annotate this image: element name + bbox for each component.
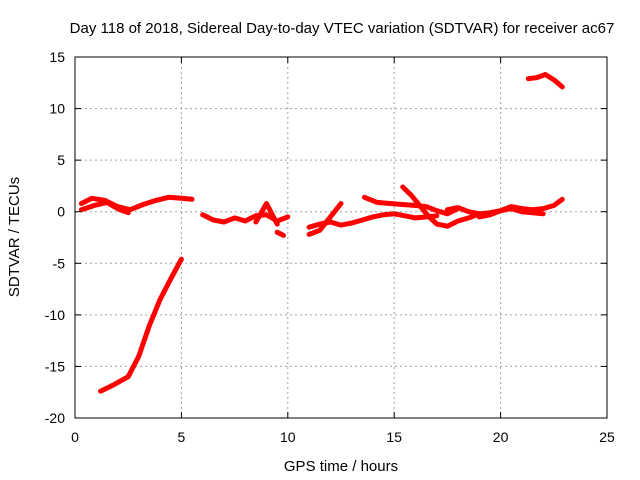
series-line-arc-13	[525, 72, 565, 90]
series-line-arc-10	[400, 184, 482, 229]
series-line-arc-12	[476, 206, 546, 220]
x-tick-label: 25	[599, 429, 615, 445]
y-axis-label: SDTVAR / TECUs	[6, 177, 23, 297]
plot-frame	[74, 56, 608, 419]
y-tick-label: -5	[53, 255, 66, 271]
series-line-arc-9	[361, 194, 461, 217]
series-line-arc-2	[78, 199, 131, 216]
x-axis-label: GPS time / hours	[284, 458, 398, 475]
series-line-arc-1	[78, 194, 195, 213]
series-line-arc-8	[306, 201, 344, 237]
x-tick-label: 5	[178, 429, 186, 445]
series-line-arc-5	[253, 201, 280, 227]
y-tick-label: 0	[57, 204, 65, 220]
x-tick-label: 15	[386, 429, 402, 445]
y-tick-label: -20	[45, 410, 65, 426]
chart-title: Day 118 of 2018, Sidereal Day-to-day VTE…	[70, 20, 615, 37]
grid	[75, 57, 607, 418]
series-line-arc-3	[98, 256, 184, 394]
x-tick-label: 20	[493, 429, 509, 445]
series-line-arc-6	[274, 229, 286, 238]
x-tick-label: 10	[280, 429, 296, 445]
series-line-arc-7	[306, 211, 440, 230]
y-tick-label: 10	[49, 101, 65, 117]
x-tick-label: 0	[71, 429, 79, 445]
series-layer	[78, 72, 565, 394]
y-tick-label: 15	[49, 49, 65, 65]
y-tick-label: -10	[45, 307, 65, 323]
y-tick-label: -15	[45, 358, 65, 374]
ticks: 0 5 10 15 20 25 -20 -15 -10 -5 0 5 10 15	[45, 49, 615, 445]
y-tick-label: 5	[57, 152, 65, 168]
